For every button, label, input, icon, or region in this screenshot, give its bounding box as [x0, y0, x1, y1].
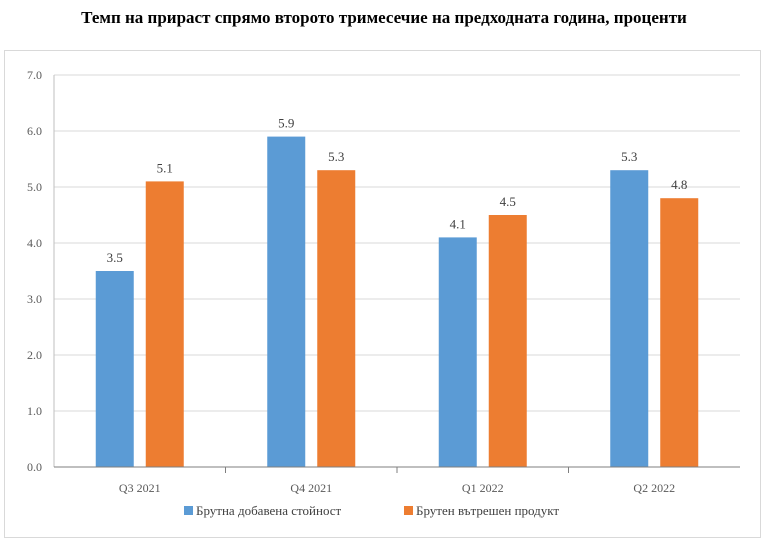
data-labels: 3.5 5.1 5.9 5.3 4.1 4.5 5.3 4.8 — [107, 116, 688, 265]
axes: 0.0 1.0 2.0 3.0 4.0 5.0 6.0 7.0 Q3 2021 Q4 2021 Q1… — [27, 68, 740, 495]
legend-swatch — [184, 506, 193, 515]
data-label: 5.1 — [157, 160, 173, 175]
bar-gva — [95, 271, 134, 467]
bar-gdp — [145, 181, 184, 467]
x-tick-label: Q1 2022 — [462, 481, 504, 495]
y-tick-label: 4.0 — [27, 236, 42, 250]
bar-gva — [438, 237, 477, 467]
y-tick-label: 7.0 — [27, 68, 42, 82]
y-tick-label: 3.0 — [27, 292, 42, 306]
data-label: 4.8 — [671, 177, 687, 192]
bar-gdp — [317, 170, 356, 467]
x-tick-label: Q3 2021 — [119, 481, 161, 495]
chart-title: Темп на прираст спрямо второто тримесечи… — [81, 8, 687, 27]
y-tick-label: 6.0 — [27, 124, 42, 138]
data-label: 5.9 — [278, 116, 294, 131]
data-label: 4.1 — [450, 216, 466, 231]
y-tick-label: 0.0 — [27, 460, 42, 474]
data-label: 4.5 — [500, 194, 516, 209]
y-tick-label: 5.0 — [27, 180, 42, 194]
y-tick-label: 1.0 — [27, 404, 42, 418]
bar-gdp — [660, 198, 699, 467]
legend-label: Брутна добавена стойност — [196, 503, 342, 518]
y-tick-label: 2.0 — [27, 348, 42, 362]
legend-label: Брутен вътрешен продукт — [416, 503, 559, 518]
data-label: 5.3 — [328, 149, 344, 164]
data-label: 3.5 — [107, 250, 123, 265]
bar-gva — [267, 136, 306, 467]
bars — [95, 136, 699, 467]
bar-gva — [610, 170, 649, 467]
data-label: 5.3 — [621, 149, 637, 164]
bar-gdp — [488, 215, 527, 467]
x-tick-label: Q2 2022 — [633, 481, 675, 495]
x-tick-label: Q4 2021 — [290, 481, 332, 495]
legend: Брутна добавена стойност Брутен вътрешен … — [184, 503, 559, 518]
legend-swatch — [404, 506, 413, 515]
